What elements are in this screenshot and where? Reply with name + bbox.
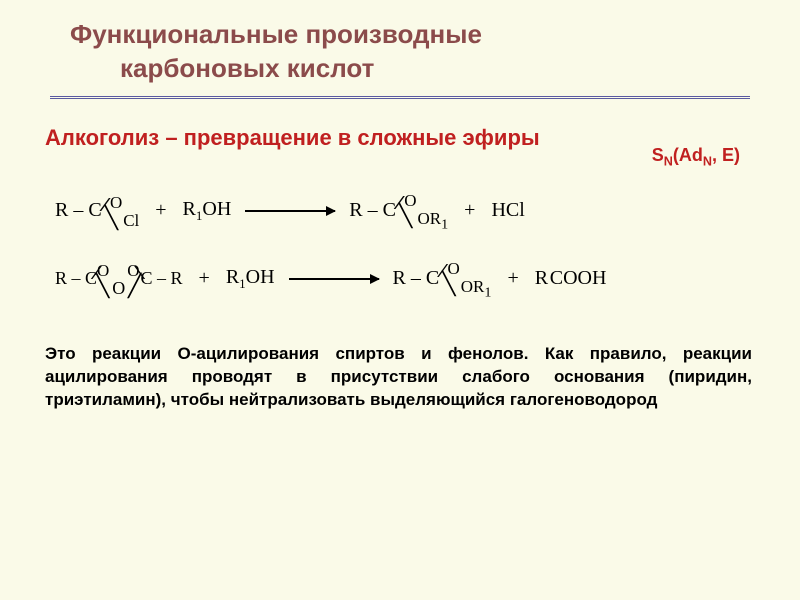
r1-alcohol: R1OH — [183, 198, 232, 224]
reaction-2: R – C ⁄⁄O ╲ O O⁄⁄ ╲ C – R + R1OH R – C ⁄… — [55, 256, 750, 302]
r2-left-rc: R – C — [55, 268, 97, 289]
plus-icon: + — [153, 199, 168, 222]
r1-p-rc: R – C — [349, 199, 396, 222]
title-block: Функциональные производные карбоновых ки… — [0, 0, 800, 92]
r2-ester: R – C ⁄⁄ O ╲ OR1 — [393, 256, 492, 302]
sbond-icon: ╲ — [128, 275, 141, 297]
r1-hcl: HCl — [491, 199, 524, 222]
plus-icon: + — [197, 267, 212, 290]
plus-icon: + — [462, 199, 477, 222]
r2-by-cooh: COOH — [550, 267, 607, 289]
r2-alc-r: R — [226, 266, 239, 288]
mechanism-label: SN(AdN, E) — [652, 123, 750, 169]
r2-p-rc: R – C — [393, 267, 440, 290]
subtitle: Алкоголиз – превращение в сложные эфиры — [45, 123, 652, 153]
r2-alcohol: R1OH — [226, 266, 275, 292]
r1-rc: R – C — [55, 199, 102, 222]
title-line1: Функциональные производные — [70, 19, 482, 49]
reactions-block: R – C ⁄⁄ O ╲ Cl + R1OH R – C ⁄⁄ O ╲ OR1 … — [0, 168, 800, 301]
sbond-icon: ╲ — [96, 275, 109, 297]
r1-acyl-chloride: R – C ⁄⁄ O ╲ Cl — [55, 190, 139, 232]
mech-mid: (Ad — [673, 145, 703, 165]
r1-branch: ⁄⁄ O ╲ Cl — [106, 190, 140, 232]
r2-alc-oh: OH — [246, 266, 275, 288]
page-title: Функциональные производные карбоновых ки… — [70, 18, 760, 86]
r2-mid-o: O — [110, 278, 127, 299]
sbond-icon: ╲ — [399, 205, 412, 227]
r2-left-branch: ⁄⁄O ╲ — [97, 258, 110, 300]
mech-sub1: N — [664, 154, 673, 168]
r2-right-branch: O⁄⁄ ╲ — [127, 258, 140, 300]
r1-p-or: OR — [417, 209, 441, 228]
arrow-icon — [245, 210, 335, 212]
sbond-icon: ╲ — [442, 273, 455, 295]
plus-icon: + — [505, 267, 520, 290]
subtitle-row: Алкоголиз – превращение в сложные эфиры … — [0, 103, 800, 169]
r1-alc-oh: OH — [202, 198, 231, 220]
footnote: Это реакции О-ацилирования спиртов и фен… — [0, 323, 800, 412]
r2-p-branch: ⁄⁄ O ╲ OR1 — [443, 256, 491, 302]
mech-s: S — [652, 145, 664, 165]
sbond-icon: ╲ — [105, 207, 118, 229]
r1-cl: Cl — [123, 211, 139, 230]
mech-sub2: N — [703, 154, 712, 168]
r2-anhydride: R – C ⁄⁄O ╲ O O⁄⁄ ╲ C – R — [55, 258, 183, 300]
title-line2: карбоновых кислот — [70, 53, 374, 83]
r1-alc-r: R — [183, 198, 196, 220]
arrow-icon — [289, 278, 379, 280]
r2-right-cr: C – R — [141, 268, 183, 289]
title-rule — [50, 96, 750, 103]
r1-ester: R – C ⁄⁄ O ╲ OR1 — [349, 188, 448, 234]
r2-p-sub: 1 — [484, 284, 491, 300]
r2-p-or: OR — [461, 277, 485, 296]
r2-by-r: R — [535, 267, 548, 289]
r2-rcooh: R COOH — [535, 267, 607, 290]
reaction-1: R – C ⁄⁄ O ╲ Cl + R1OH R – C ⁄⁄ O ╲ OR1 … — [55, 188, 750, 234]
r1-p-sub: 1 — [441, 217, 448, 233]
r1-p-branch: ⁄⁄ O ╲ OR1 — [400, 188, 448, 234]
mech-suffix: , E) — [712, 145, 740, 165]
